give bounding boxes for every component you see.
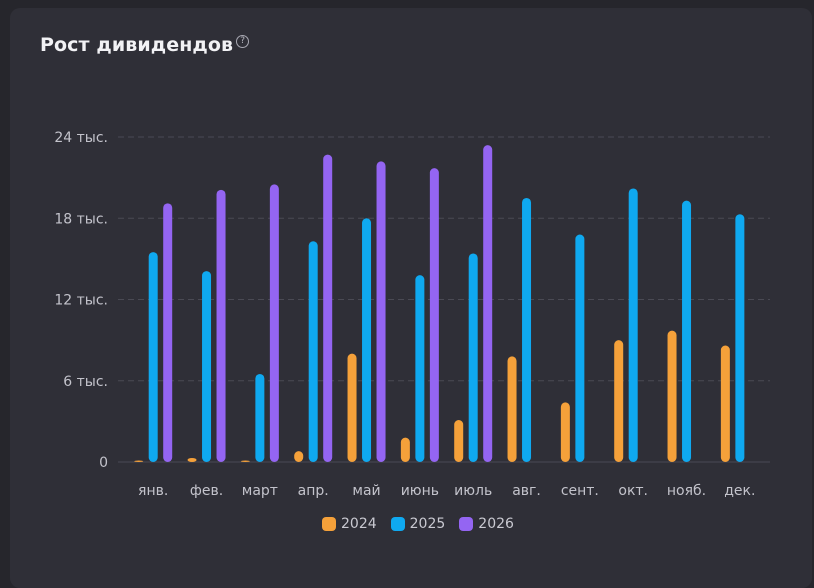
bar-2026-7[interactable] (483, 145, 493, 462)
x-tick-label: апр. (298, 483, 329, 499)
y-tick-label: 6 тыс. (63, 374, 108, 390)
y-tick-label: 0 (99, 455, 108, 471)
bar-2025-8[interactable] (522, 197, 532, 462)
legend-label: 2024 (341, 516, 377, 532)
card-title: Рост дивидендов (40, 34, 234, 56)
bar-2024-5[interactable] (347, 353, 357, 462)
x-tick-label: март (242, 483, 278, 499)
legend-label: 2026 (478, 516, 514, 532)
bar-2024-3[interactable] (240, 460, 250, 463)
legend-swatch (390, 517, 405, 531)
legend-item-2025[interactable]: 2025 (390, 516, 446, 532)
bar-2026-2[interactable] (216, 189, 226, 462)
bar-2025-6[interactable] (415, 275, 425, 462)
y-tick-label: 12 тыс. (54, 293, 108, 309)
bar-2026-4[interactable] (323, 154, 333, 462)
bar-2026-3[interactable] (269, 184, 279, 463)
bar-2026-6[interactable] (429, 168, 439, 463)
bar-2025-2[interactable] (202, 271, 212, 462)
x-tick-label: фев. (190, 483, 223, 499)
bar-2025-4[interactable] (308, 241, 318, 462)
bar-2025-1[interactable] (148, 252, 158, 462)
bar-2025-10[interactable] (628, 188, 638, 463)
bar-2024-1[interactable] (134, 460, 144, 463)
y-tick-label: 24 тыс. (54, 130, 108, 146)
legend-item-2024[interactable]: 2024 (322, 516, 377, 532)
card-header: Рост дивидендов ? (40, 34, 250, 56)
bar-2024-7[interactable] (454, 420, 464, 462)
legend-item-2026[interactable]: 2026 (459, 516, 514, 532)
bar-2026-1[interactable] (163, 203, 173, 462)
bar-2024-4[interactable] (294, 451, 304, 462)
x-tick-label: авг. (512, 483, 541, 499)
x-tick-label: нояб. (667, 483, 706, 499)
x-tick-label: июнь (401, 483, 439, 499)
y-tick-label: 18 тыс. (54, 211, 108, 227)
bar-2024-11[interactable] (667, 330, 677, 462)
x-tick-label: май (352, 483, 380, 499)
question-circle-icon[interactable]: ? (236, 35, 250, 48)
x-tick-label: окт. (618, 483, 648, 499)
x-tick-label: июль (454, 483, 492, 499)
x-tick-label: сент. (561, 483, 599, 499)
chart-legend: 2024 2025 2026 (322, 516, 514, 532)
bar-2025-11[interactable] (682, 200, 692, 463)
bar-2024-10[interactable] (614, 340, 624, 462)
bar-2024-12[interactable] (720, 345, 730, 462)
legend-label: 2025 (409, 516, 446, 532)
dividend-growth-card (10, 8, 812, 588)
bar-2025-7[interactable] (468, 253, 478, 462)
legend-swatch (322, 517, 336, 531)
bar-2024-6[interactable] (400, 437, 410, 462)
legend-swatch (459, 517, 474, 531)
bar-2024-2[interactable] (187, 457, 197, 462)
bar-2025-5[interactable] (362, 218, 372, 462)
bar-2025-9[interactable] (575, 234, 585, 463)
x-tick-label: дек. (724, 483, 755, 499)
bar-2026-5[interactable] (376, 161, 386, 462)
bar-2024-8[interactable] (507, 356, 517, 462)
bar-2025-12[interactable] (735, 214, 745, 462)
x-tick-label: янв. (138, 483, 168, 499)
bar-2024-9[interactable] (560, 402, 570, 462)
bar-2025-3[interactable] (255, 373, 265, 462)
